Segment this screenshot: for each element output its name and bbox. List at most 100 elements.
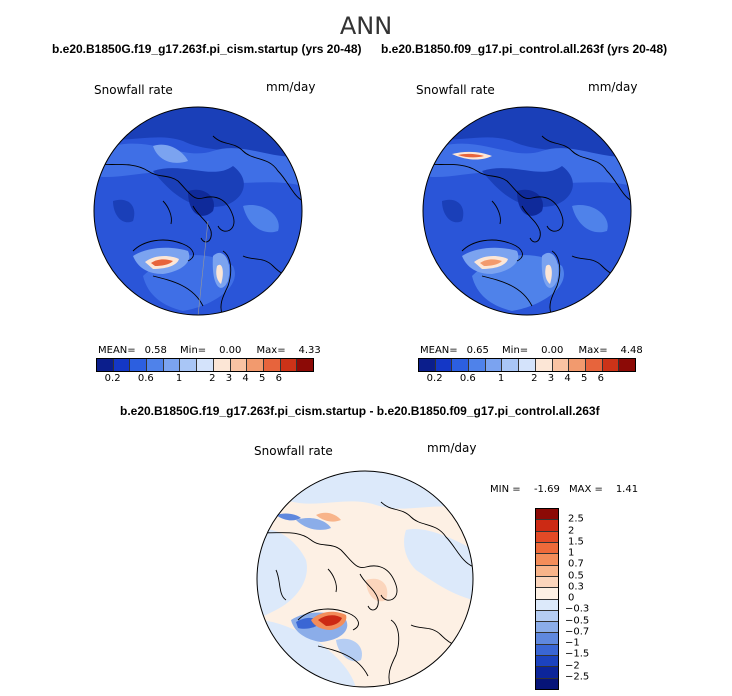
panel-1-case-title: b.e20.B1850G.f19_g17.263f.pi_cism.startu… <box>52 42 362 56</box>
diff-colorbar-swatch <box>536 644 558 657</box>
panel-2-colorbar-swatch <box>452 359 470 371</box>
panel-2-colorbar-tick-label: 4 <box>564 373 571 384</box>
diff-colorbar-swatch <box>536 610 558 623</box>
diff-colorbar <box>535 508 559 690</box>
panel-2-stats: MEAN= 0.65 Min= 0.00 Max= 4.48 <box>420 345 643 356</box>
diff-colorbar-tick-label: 0.3 <box>568 581 584 593</box>
diff-colorbar-tick-label: 1 <box>568 547 575 559</box>
panel-1-colorbar-swatch <box>180 359 198 371</box>
panel-2-mean-value: 0.65 <box>466 345 489 356</box>
panel-2-colorbar-swatch <box>585 359 603 371</box>
panel-1-colorbar-swatch <box>230 359 248 371</box>
diff-colorbar-swatch <box>536 656 558 668</box>
diff-colorbar-swatch <box>536 678 558 689</box>
diff-panel-polar-map <box>256 470 474 688</box>
diff-colorbar-swatch <box>536 542 558 555</box>
diff-colorbar-swatch <box>536 531 558 543</box>
diff-colorbar-swatch <box>536 599 558 611</box>
panel-2-colorbar-tick-label: 6 <box>597 373 604 384</box>
panel-1-colorbar-swatch <box>297 359 313 371</box>
diff-max-label: MAX = <box>569 484 603 495</box>
panel-2-colorbar-tick-label: 0.6 <box>459 373 476 384</box>
panel-2-min-value: 0.00 <box>541 345 564 356</box>
panel-1-colorbar-swatch <box>97 359 114 371</box>
panel-2-colorbar-swatch <box>569 359 586 371</box>
panel-1-colorbar-ticks: 0.2 0.6 1 2 3 4 5 6 <box>96 373 312 387</box>
diff-colorbar-swatch <box>536 509 558 521</box>
diff-colorbar-tick-label: −0.3 <box>565 603 590 615</box>
panel-2-case-title: b.e20.B1850.f09_g17.pi_control.all.263f … <box>381 42 668 56</box>
panel-2-colorbar-swatch <box>435 359 453 371</box>
panel-2-colorbar-tick-label: 1 <box>497 373 505 384</box>
panel-2-colorbar-swatch <box>419 359 436 371</box>
panel-2-max-value: 4.48 <box>620 345 643 356</box>
panel-2-colorbar-swatch <box>485 359 503 371</box>
panel-2-colorbar-swatch <box>552 359 570 371</box>
panel-2-colorbar-swatch <box>502 359 520 371</box>
diff-colorbar-tick-label: 1.5 <box>568 536 584 548</box>
panel-2-colorbar-tick-label: 0.2 <box>426 373 443 384</box>
panel-1-units: mm/day <box>266 80 316 94</box>
diff-colorbar-swatch <box>536 622 558 634</box>
diff-colorbar-swatch <box>536 576 558 589</box>
diff-min-label: MIN = <box>490 484 521 495</box>
panel-2-colorbar-tick-label: 5 <box>580 373 588 384</box>
panel-1-colorbar-swatch <box>113 359 131 371</box>
diff-panel-title: b.e20.B1850G.f19_g17.263f.pi_cism.startu… <box>120 404 600 418</box>
panel-1-colorbar-swatch <box>280 359 298 371</box>
panel-2-colorbar-swatch <box>619 359 635 371</box>
panel-2-colorbar-ticks: 0.2 0.6 1 2 3 4 5 6 <box>418 373 634 387</box>
panel-1-colorbar <box>96 358 314 372</box>
panel-1-colorbar-tick-label: 0.2 <box>104 373 121 384</box>
diff-colorbar-tick-label: −2.5 <box>565 671 590 683</box>
panel-2-colorbar-swatch <box>469 359 486 371</box>
panel-1-colorbar-swatch <box>263 359 281 371</box>
panel-2-colorbar-tick-label: 2 <box>531 373 538 384</box>
diff-colorbar-swatch <box>536 565 558 577</box>
diff-colorbar-tick-label: 0 <box>568 592 575 604</box>
diff-colorbar-tick-label: −1 <box>565 637 580 649</box>
diff-colorbar-tick-label: 2 <box>568 525 575 536</box>
panel-2-colorbar-tick-label: 3 <box>547 373 555 384</box>
diff-colorbar-tick-label: 0.5 <box>568 570 584 581</box>
panel-1-min-value: 0.00 <box>219 345 242 356</box>
diff-colorbar-tick-label: −0.5 <box>565 615 590 626</box>
diff-panel-variable: Snowfall rate <box>254 444 333 458</box>
panel-1-stats: MEAN= 0.58 Min= 0.00 Max= 4.33 <box>98 345 321 356</box>
page-title: ANN <box>339 12 393 40</box>
panel-1-colorbar-swatch <box>247 359 264 371</box>
panel-1-colorbar-tick-label: 2 <box>209 373 216 384</box>
panel-2-colorbar-swatch <box>519 359 536 371</box>
panel-1-mean-label: MEAN= <box>98 345 136 356</box>
panel-1-max-label: Max= <box>256 345 286 356</box>
panel-1-polar-map <box>93 106 303 316</box>
diff-colorbar-tick-label: −2 <box>565 660 580 671</box>
diff-colorbar-swatch <box>536 633 558 645</box>
diff-colorbar-ticks: 2.5 2 1.5 1 0.7 0.5 0.3 0 −0.3 −0.5 −0.7 −1 −1.5 −2 −2… <box>565 508 605 688</box>
panel-1-colorbar-swatch <box>130 359 148 371</box>
panel-1-colorbar-tick-label: 5 <box>258 373 266 384</box>
diff-colorbar-tick-label: −0.7 <box>565 626 590 638</box>
diff-panel-units: mm/day <box>427 441 477 455</box>
panel-1-colorbar-swatch <box>147 359 164 371</box>
panel-1-mean-value: 0.58 <box>144 345 167 356</box>
panel-2-max-label: Max= <box>578 345 608 356</box>
panel-2-units: mm/day <box>588 80 638 94</box>
panel-2-mean-label: MEAN= <box>420 345 458 356</box>
panel-2-colorbar-swatch <box>535 359 553 371</box>
panel-1-colorbar-swatch <box>163 359 181 371</box>
panel-1-colorbar-tick-label: 1 <box>175 373 183 384</box>
diff-colorbar-swatch <box>536 520 558 532</box>
diff-colorbar-swatch <box>536 667 558 679</box>
panel-1-colorbar-swatch <box>197 359 214 371</box>
diff-min-value: -1.69 <box>533 484 560 495</box>
diff-max-value: 1.41 <box>615 484 639 495</box>
diff-panel-stats: MIN = -1.69 MAX = 1.41 <box>490 484 638 495</box>
panel-2-polar-map <box>422 106 632 316</box>
panel-1-colorbar-tick-label: 4 <box>242 373 249 384</box>
panel-1-colorbar-swatch <box>213 359 231 371</box>
panel-2-colorbar <box>418 358 636 372</box>
diff-colorbar-swatch <box>536 554 558 566</box>
diff-colorbar-tick-label: 2.5 <box>568 513 584 525</box>
panel-1-min-label: Min= <box>180 345 207 356</box>
